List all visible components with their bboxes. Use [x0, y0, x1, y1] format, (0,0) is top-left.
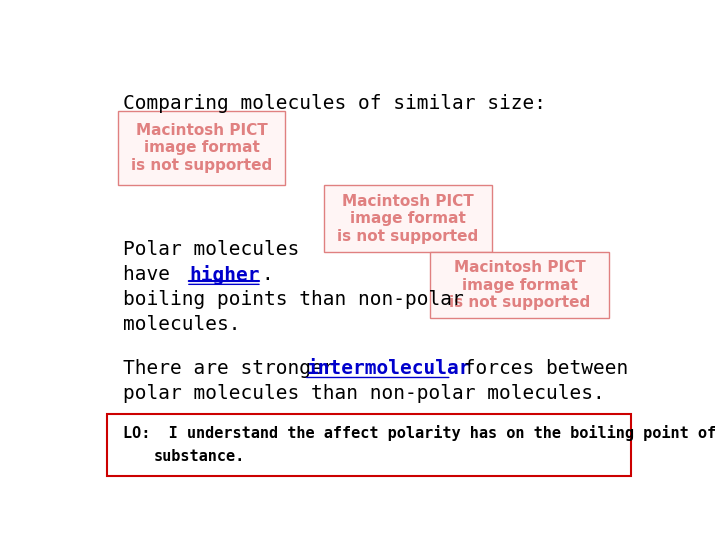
FancyBboxPatch shape — [431, 252, 609, 319]
FancyBboxPatch shape — [107, 414, 631, 476]
Text: Polar molecules: Polar molecules — [124, 240, 300, 259]
Text: There are stronger: There are stronger — [124, 359, 347, 378]
Text: substance.: substance. — [154, 449, 246, 464]
Text: Macintosh PICT
image format
is not supported: Macintosh PICT image format is not suppo… — [131, 123, 272, 173]
Text: forces between: forces between — [451, 359, 628, 378]
Text: polar molecules than non-polar molecules.: polar molecules than non-polar molecules… — [124, 384, 606, 403]
Text: have: have — [124, 265, 182, 284]
Text: .: . — [262, 265, 274, 284]
Text: Comparing molecules of similar size:: Comparing molecules of similar size: — [124, 94, 546, 113]
FancyBboxPatch shape — [324, 185, 492, 252]
Text: molecules.: molecules. — [124, 315, 241, 334]
Text: boiling points than non-polar: boiling points than non-polar — [124, 290, 464, 309]
Text: higher: higher — [189, 265, 260, 285]
Text: LO:  I understand the affect polarity has on the boiling point of a: LO: I understand the affect polarity has… — [124, 425, 720, 441]
FancyBboxPatch shape — [118, 111, 285, 185]
Text: intermolecular: intermolecular — [307, 359, 471, 378]
Text: Macintosh PICT
image format
is not supported: Macintosh PICT image format is not suppo… — [449, 260, 590, 310]
Text: Macintosh PICT
image format
is not supported: Macintosh PICT image format is not suppo… — [338, 194, 479, 244]
